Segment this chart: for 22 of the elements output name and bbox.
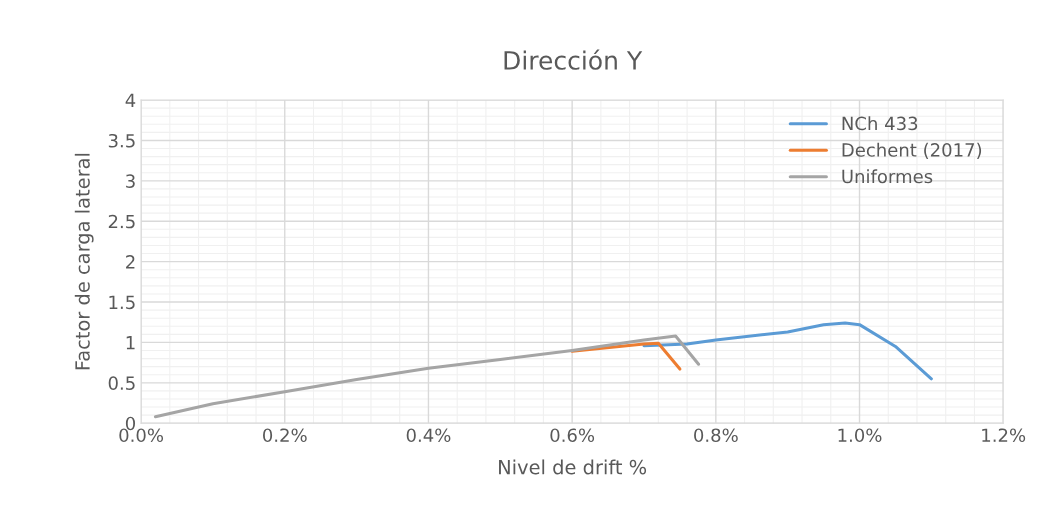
chart-title: Dirección Y [504, 49, 643, 70]
y-tick-label: 1 [126, 336, 135, 350]
x-tick-label: 1.2% [982, 428, 1026, 443]
y-axis-title: Factor de carga lateral [74, 153, 94, 370]
y-tick-label: 2 [126, 255, 135, 269]
x-tick-label: 0.2% [263, 428, 307, 443]
y-tick-label: 4 [125, 93, 136, 107]
x-tick-label: 0.4% [406, 428, 451, 443]
legend-label: Dechent (2017) [842, 142, 982, 159]
y-tick-label: 0.5 [108, 376, 135, 390]
x-tick-label: 0.8% [694, 428, 738, 443]
line-series [153, 334, 701, 419]
y-tick-label: 3.5 [108, 133, 135, 148]
x-tick-label: 0.6% [550, 428, 595, 443]
y-tick-label: 2.5 [108, 214, 135, 229]
x-tick-label: 1.0% [838, 428, 882, 443]
y-tick-label: 1.5 [109, 295, 135, 310]
y-tick-label: 3 [126, 174, 135, 188]
x-axis-title: Nivel de drift % [499, 459, 647, 475]
line-series [642, 321, 933, 381]
legend-label: NCh 433 [842, 116, 918, 131]
legend-label: Uniformes [842, 169, 933, 184]
